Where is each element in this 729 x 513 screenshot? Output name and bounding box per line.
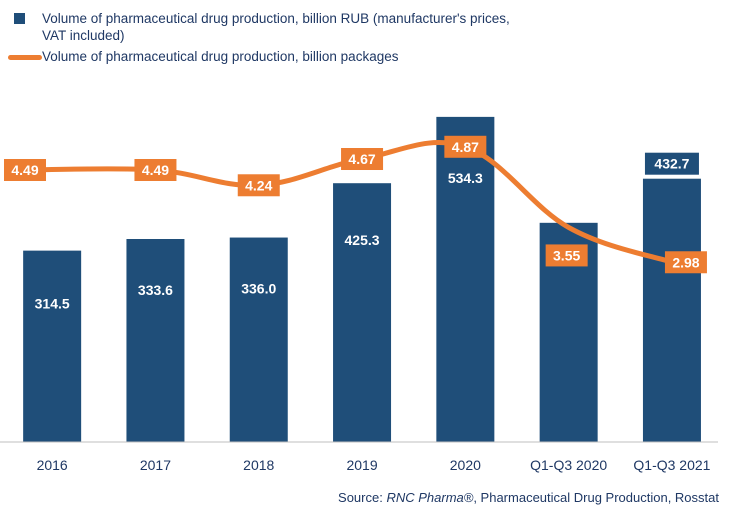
line-value-label: 4.67 [348, 151, 375, 167]
bar-2017 [126, 239, 185, 442]
bar-value-label: 534.3 [448, 170, 483, 186]
bar-value-box [644, 152, 699, 175]
line-value-box [4, 159, 46, 181]
line-value-box [664, 251, 707, 274]
x-tick-label: 2018 [243, 457, 274, 473]
bar-2016 [23, 250, 82, 442]
line-value-box [444, 135, 487, 158]
line-value-box [341, 148, 384, 171]
bar-value-label: 425.3 [345, 232, 380, 248]
bar-value-label: 336.0 [241, 281, 276, 297]
legend-item-packages: Volume of pharmaceutical drug production… [8, 48, 528, 65]
bar-value-label: 333.6 [138, 282, 173, 298]
line-value-box [237, 174, 280, 197]
line-value-label: 4.24 [245, 177, 272, 193]
line-value-label: 4.49 [11, 162, 38, 178]
bar-q1-q3-2021 [642, 178, 701, 442]
line-value-label: 4.87 [452, 139, 479, 155]
source-prefix: Source: [338, 490, 387, 505]
x-tick-label: 2020 [450, 457, 481, 473]
x-tick-label: Q1-Q3 2021 [633, 457, 710, 473]
line-value-box [134, 159, 177, 181]
line-value-label: 3.55 [553, 247, 580, 263]
source-brand: RNC Pharma® [386, 490, 474, 505]
legend-label-packages: Volume of pharmaceutical drug production… [42, 49, 399, 64]
bar-2018 [229, 237, 288, 442]
bar-value-label: 432.7 [654, 156, 689, 172]
legend-line-swatch [8, 55, 42, 60]
source-rest: , Pharmaceutical Drug Production, Rossta… [473, 490, 719, 505]
line-value-label: 4.49 [142, 162, 169, 178]
line-value-box [545, 244, 588, 267]
x-tick-label: 2017 [140, 457, 171, 473]
line-value-label: 2.98 [672, 254, 699, 270]
x-tick-label: 2019 [346, 457, 377, 473]
legend-bar-swatch [14, 13, 25, 24]
x-tick-label: Q1-Q3 2020 [530, 457, 607, 473]
bar-2019 [333, 183, 392, 442]
legend-item-rub: Volume of pharmaceutical drug production… [8, 10, 528, 44]
x-tick-label: 2016 [37, 457, 68, 473]
bar-value-label: 314.5 [35, 296, 70, 312]
bar-2020 [436, 116, 495, 442]
source-note: Source: RNC Pharma®, Pharmaceutical Drug… [338, 490, 719, 505]
legend-label-rub: Volume of pharmaceutical drug production… [42, 11, 510, 43]
legend: Volume of pharmaceutical drug production… [8, 10, 528, 65]
